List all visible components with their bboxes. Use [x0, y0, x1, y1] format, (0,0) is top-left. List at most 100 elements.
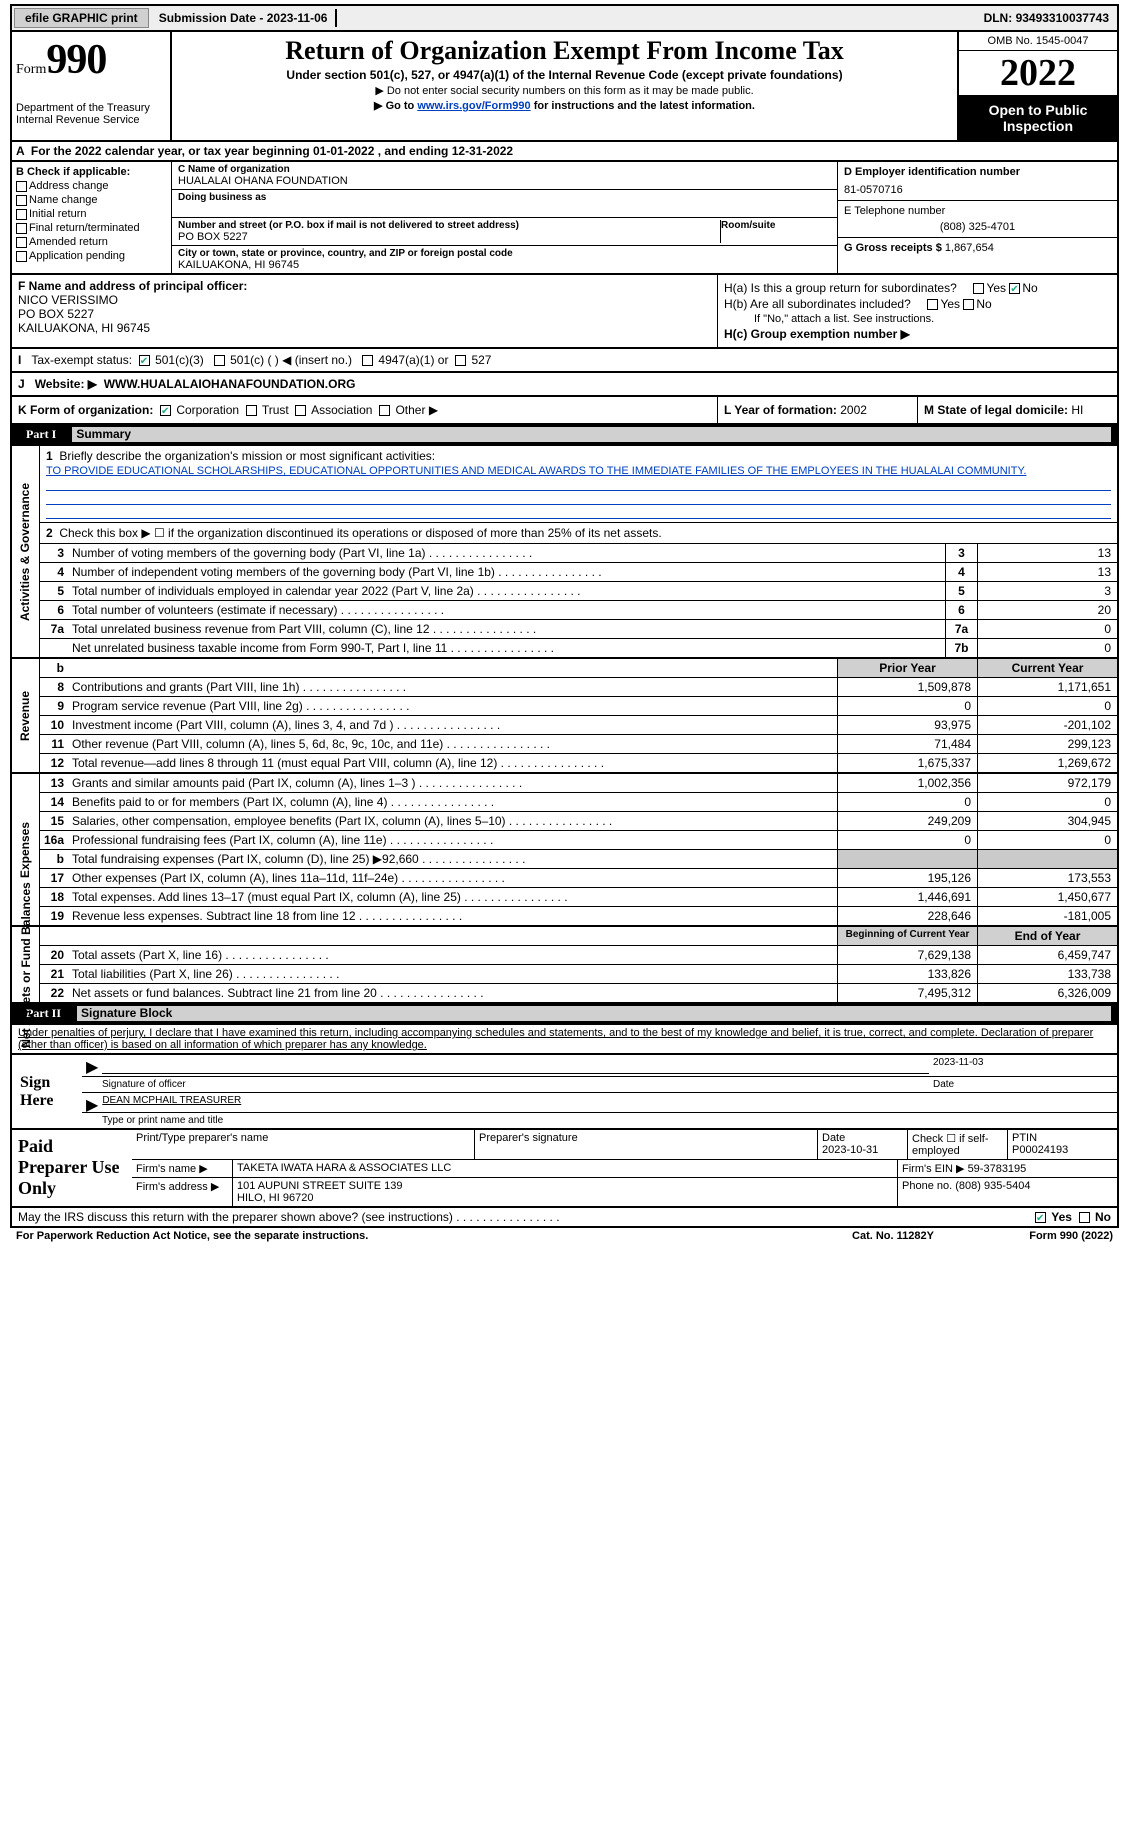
arrow-icon: ▶	[86, 1057, 98, 1074]
part-i-header: Part ISummary	[10, 425, 1119, 446]
table-row: 16aProfessional fundraising fees (Part I…	[40, 831, 1117, 850]
chk-name-change[interactable]	[16, 195, 27, 206]
chk-527[interactable]	[455, 355, 466, 366]
form-goto: ▶ Go to www.irs.gov/Form990 for instruct…	[180, 99, 949, 112]
dept-irs: Internal Revenue Service	[16, 114, 166, 126]
table-row: 12Total revenue—add lines 8 through 11 (…	[40, 754, 1117, 772]
form-note-ssn: ▶ Do not enter social security numbers o…	[180, 84, 949, 97]
ha-no[interactable]	[1009, 283, 1020, 294]
b-label: B Check if applicable:	[16, 166, 167, 178]
summary-ag: Activities & Governance 1 Briefly descri…	[10, 446, 1119, 659]
org-name: HUALALAI OHANA FOUNDATION	[178, 175, 831, 187]
chk-assoc[interactable]	[295, 405, 306, 416]
table-row: 22Net assets or fund balances. Subtract …	[40, 984, 1117, 1002]
dept-treasury: Department of the Treasury	[16, 102, 166, 114]
form-number: Form990	[16, 36, 166, 84]
state-domicile: HI	[1071, 403, 1083, 417]
table-row: bTotal fundraising expenses (Part IX, co…	[40, 850, 1117, 869]
chk-501c3[interactable]	[139, 355, 150, 366]
table-row: 4Number of independent voting members of…	[40, 563, 1117, 582]
self-employed: Check ☐ if self-employed	[907, 1130, 1007, 1159]
line-a: A For the 2022 calendar year, or tax yea…	[10, 142, 1119, 162]
date-label: Date	[933, 1079, 1113, 1090]
table-row: 11Other revenue (Part VIII, column (A), …	[40, 735, 1117, 754]
officer-addr1: PO BOX 5227	[18, 307, 711, 321]
sig-date: 2023-11-03	[933, 1057, 1113, 1074]
chk-501c[interactable]	[214, 355, 225, 366]
officer-name-title: DEAN MCPHAIL TREASURER	[98, 1095, 1113, 1110]
table-row: 18Total expenses. Add lines 13–17 (must …	[40, 888, 1117, 907]
table-row: 20Total assets (Part X, line 16)7,629,13…	[40, 946, 1117, 965]
e-label: E Telephone number	[844, 205, 945, 217]
firm-addr2: HILO, HI 96720	[237, 1192, 313, 1204]
table-row: 3Number of voting members of the governi…	[40, 544, 1117, 563]
table-row: 14Benefits paid to or for members (Part …	[40, 793, 1117, 812]
form-subtitle: Under section 501(c), 527, or 4947(a)(1)…	[180, 68, 949, 82]
chk-corp[interactable]	[160, 405, 171, 416]
firm-name: TAKETA IWATA HARA & ASSOCIATES LLC	[232, 1160, 897, 1177]
ha-yes[interactable]	[973, 283, 984, 294]
chk-initial-return[interactable]	[16, 209, 27, 220]
prep-date: 2023-10-31	[822, 1144, 878, 1156]
room-label: Room/suite	[721, 220, 831, 231]
website: WWW.HUALALAIOHANAFOUNDATION.ORG	[104, 377, 356, 391]
mission-text: TO PROVIDE EDUCATIONAL SCHOLARSHIPS, EDU…	[46, 465, 1026, 477]
prep-name-label: Print/Type preparer's name	[132, 1130, 474, 1159]
table-row: 13Grants and similar amounts paid (Part …	[40, 774, 1117, 793]
submission-date: Submission Date - 2023-11-06	[151, 9, 338, 27]
table-row: 6Total number of volunteers (estimate if…	[40, 601, 1117, 620]
prep-sig-label: Preparer's signature	[474, 1130, 817, 1159]
declaration: Under penalties of perjury, I declare th…	[10, 1025, 1119, 1055]
label-exp: Expenses	[19, 821, 33, 877]
dba-label: Doing business as	[178, 192, 831, 203]
officer-name: NICO VERISSIMO	[18, 293, 711, 307]
label-na: Net Assets or Fund Balances	[19, 882, 33, 1048]
table-row: Net unrelated business taxable income fr…	[40, 639, 1117, 657]
chk-address-change[interactable]	[16, 181, 27, 192]
discuss-no[interactable]	[1079, 1212, 1090, 1223]
chk-amended-return[interactable]	[16, 237, 27, 248]
firm-addr-label: Firm's address ▶	[132, 1178, 232, 1206]
efile-print-button[interactable]: efile GRAPHIC print	[14, 8, 149, 28]
irs-discuss: May the IRS discuss this return with the…	[10, 1208, 1119, 1228]
chk-app-pending[interactable]	[16, 251, 27, 262]
table-row: 5Total number of individuals employed in…	[40, 582, 1117, 601]
top-toolbar: efile GRAPHIC print Submission Date - 20…	[10, 4, 1119, 32]
discuss-yes[interactable]	[1035, 1212, 1046, 1223]
street-label: Number and street (or P.O. box if mail i…	[178, 220, 720, 231]
omb-number: OMB No. 1545-0047	[959, 32, 1117, 51]
ha-label: H(a) Is this a group return for subordin…	[724, 281, 957, 295]
chk-other[interactable]	[379, 405, 390, 416]
hb-yes[interactable]	[927, 299, 938, 310]
hc-label: H(c) Group exemption number ▶	[724, 327, 910, 341]
table-row: 8Contributions and grants (Part VIII, li…	[40, 678, 1117, 697]
arrow-icon: ▶	[86, 1095, 98, 1110]
block-f-h: F Name and address of principal officer:…	[10, 275, 1119, 349]
summary-rev: Revenue bPrior YearCurrent Year 8Contrib…	[10, 659, 1119, 774]
cat-no: Cat. No. 11282Y	[813, 1230, 973, 1242]
open-inspection: Open to Public Inspection	[959, 96, 1117, 140]
chk-4947[interactable]	[362, 355, 373, 366]
sign-here-label: Sign Here	[12, 1055, 82, 1128]
d-label: D Employer identification number	[844, 166, 1020, 178]
summary-exp: Expenses 13Grants and similar amounts pa…	[10, 774, 1119, 927]
l1-label: Briefly describe the organization's miss…	[59, 449, 435, 463]
phone: (808) 325-4701	[844, 221, 1111, 233]
gross-receipts: 1,867,654	[945, 242, 994, 254]
hb-label: H(b) Are all subordinates included?	[724, 297, 911, 311]
tax-year: 2022	[959, 51, 1117, 96]
part-ii-header: Part IISignature Block	[10, 1004, 1119, 1025]
firm-ein: 59-3783195	[968, 1163, 1027, 1175]
irs-link[interactable]: www.irs.gov/Form990	[417, 100, 530, 112]
firm-name-label: Firm's name ▶	[132, 1160, 232, 1177]
table-row: 19Revenue less expenses. Subtract line 1…	[40, 907, 1117, 925]
paid-label: Paid Preparer Use Only	[12, 1130, 132, 1206]
sign-here: Sign Here ▶2023-11-03 Signature of offic…	[10, 1055, 1119, 1130]
dln: DLN: 93493310037743	[976, 9, 1117, 27]
table-row: 15Salaries, other compensation, employee…	[40, 812, 1117, 831]
c-name-label: C Name of organization	[178, 164, 831, 175]
chk-final-return[interactable]	[16, 223, 27, 234]
block-b-to-g: B Check if applicable: Address change Na…	[10, 162, 1119, 275]
chk-trust[interactable]	[246, 405, 257, 416]
hb-no[interactable]	[963, 299, 974, 310]
